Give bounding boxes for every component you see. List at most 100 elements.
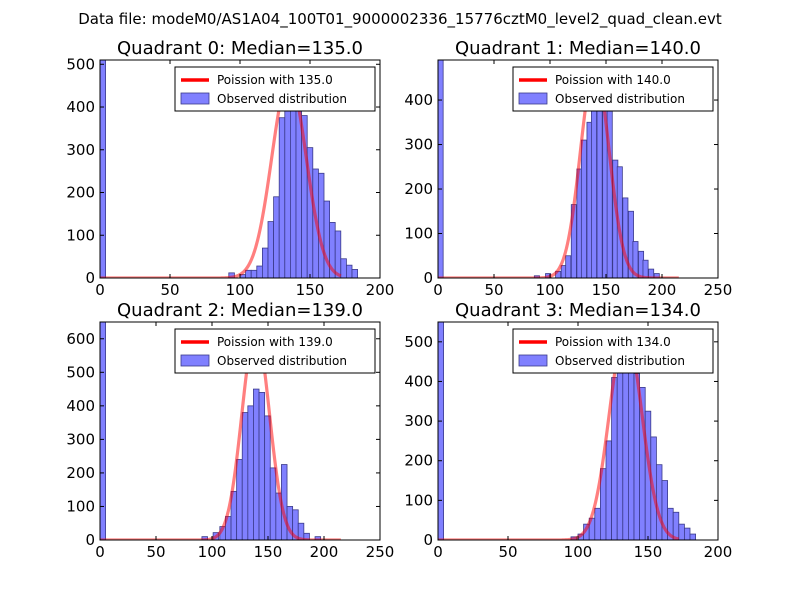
quadrant-0-legend: Poission with 135.0 Observed distribution: [174, 66, 376, 112]
quadrant-2-ytick-5: 500: [66, 363, 95, 381]
quadrant-1-axes-frame: [437, 59, 719, 279]
quadrant-2-ytick-0: 0: [85, 531, 95, 549]
quadrant-2-bar-7: [241, 412, 249, 540]
quadrant-1-bar-11: [596, 101, 603, 278]
quadrant-1-bar-21: [648, 268, 655, 278]
quadrant-3-legend-line-label: Poission with 134.0: [555, 335, 671, 349]
quadrant-0-xtick-4: 200: [366, 281, 395, 299]
quadrant-1-bar-8: [580, 139, 587, 278]
quadrant-2-legend: Poission with 139.0 Observed distribution: [174, 328, 376, 374]
quadrant-0-legend-line-label: Poission with 135.0: [217, 73, 333, 87]
quadrant-1-xtick-1: 50: [484, 281, 503, 299]
quadrant-3-xtick-3: 150: [634, 543, 663, 561]
quadrant-1-bar-18: [632, 241, 639, 278]
quadrant-2-xtick-3: 150: [254, 543, 283, 561]
quadrant-3-xtick-4: 200: [704, 543, 733, 561]
quadrant-0-bar-4: [250, 269, 258, 278]
quadrant-2-ytick-6: 600: [66, 330, 95, 348]
quadrant-2-axes-frame: [99, 321, 381, 541]
quadrant-1-title: Quadrant 1: Median=140.0: [455, 38, 701, 59]
quadrant-0-ytick-2: 200: [66, 184, 95, 202]
quadrant-0-bar-12: [295, 106, 302, 278]
quadrant-1-ytick-0: 0: [423, 269, 433, 287]
quadrant-2-xtick-4: 200: [310, 543, 339, 561]
quadrant-2-ytick-3: 300: [66, 430, 95, 448]
quadrant-3-legend-bar-label: Observed distribution: [555, 354, 685, 368]
quadrant-2-bar-11: [264, 415, 271, 540]
quadrant-2-bar-12: [269, 467, 277, 540]
quadrant-3-bar-7: [605, 440, 612, 540]
quadrant-0-bar-3: [245, 269, 252, 278]
quadrant-2-bar-8: [247, 405, 254, 540]
quadrant-1-xtick-3: 150: [592, 281, 621, 299]
quadrant-1-xtick-0: 0: [433, 281, 443, 299]
quadrant-2-panel: Quadrant 2: Median=139.0 0 50 100 150 200 250 0…: [66, 300, 394, 561]
quadrant-0-bar-11: [289, 93, 297, 278]
quadrant-2-bar-10: [258, 392, 266, 540]
quadrant-3-ytick-4: 400: [404, 372, 433, 390]
quadrant-1-bar-20: [642, 259, 649, 278]
quadrant-2-xtick-1: 50: [146, 543, 165, 561]
quadrant-2-xtick-5: 250: [366, 543, 395, 561]
quadrant-3-bar-20: [678, 523, 685, 540]
quadrant-0-xtick-1: 50: [160, 281, 179, 299]
quadrant-1-bar-5: [565, 255, 572, 278]
quadrant-3-bar-22: [689, 533, 696, 540]
quadrant-2-bar-6: [236, 459, 243, 540]
quadrant-0-legend-bar-swatch: [180, 92, 210, 105]
quadrant-2-ytick-1: 100: [66, 497, 95, 515]
quadrant-0-bar-7: [267, 221, 274, 278]
quadrant-1-bar-16: [622, 197, 629, 278]
quadrant-0-ytick-5: 500: [66, 55, 95, 73]
quadrant-0-bar-8: [273, 196, 280, 278]
quadrant-1-xtick-2: 100: [536, 281, 565, 299]
quadrant-panels: Quadrant 0: Median=135.0 0 50 100 150 200 0 100…: [66, 38, 732, 561]
quadrant-1-xtick-5: 250: [704, 281, 733, 299]
quadrant-1-ytick-4: 400: [404, 91, 433, 109]
quadrant-0-title: Quadrant 0: Median=135.0: [117, 38, 363, 59]
quadrant-0-bar-21: [345, 264, 353, 278]
quadrant-0-bar-0: [100, 60, 106, 278]
quadrant-3-legend: Poission with 134.0 Observed distribution: [512, 328, 714, 374]
quadrant-1-legend-line-label: Poission with 140.0: [555, 73, 671, 87]
quadrant-3-bar-0: [438, 322, 444, 540]
quadrant-3-bar-5: [594, 507, 601, 540]
quadrant-1-ytick-3: 300: [404, 136, 433, 154]
quadrant-3-bar-8: [611, 377, 618, 540]
quadrant-0-bar-19: [334, 230, 342, 278]
quadrant-0-bar-10: [284, 102, 291, 278]
quadrant-1-panel: Quadrant 1: Median=140.0 0 50 100 150 200 250 0…: [404, 38, 732, 299]
quadrant-0-panel: Quadrant 0: Median=135.0 0 50 100 150 200 0 100…: [66, 38, 394, 299]
quadrant-3-xtick-2: 100: [564, 543, 593, 561]
quadrant-0-xtick-3: 150: [296, 281, 325, 299]
quadrant-0-bar-22: [351, 269, 358, 278]
quadrant-2-title: Quadrant 2: Median=139.0: [117, 300, 363, 321]
quadrant-3-xtick-0: 0: [433, 543, 443, 561]
quadrant-1-bar-22: [653, 273, 660, 278]
quadrant-2-ytick-4: 400: [66, 397, 95, 415]
quadrant-0-bar-5: [256, 265, 263, 278]
quadrant-1-legend-bar-swatch: [518, 92, 548, 105]
quadrant-3-ytick-0: 0: [423, 531, 433, 549]
quadrant-1-ytick-1: 100: [404, 225, 433, 243]
quadrant-0-ytick-0: 0: [85, 269, 95, 287]
quadrant-2-xtick-2: 100: [198, 543, 227, 561]
quadrant-2-bar-19: [314, 536, 322, 540]
quadrant-0-bar-20: [340, 258, 347, 278]
quadrant-0-legend-bar-label: Observed distribution: [217, 92, 347, 106]
figure-suptitle: Data file: modeM0/AS1A04_100T01_90000023…: [78, 10, 722, 29]
quadrant-1-bar-10: [591, 106, 597, 278]
quadrant-1-fit-line: [438, 66, 680, 278]
quadrant-3-ytick-3: 300: [404, 412, 433, 430]
quadrant-2-bar-17: [297, 522, 305, 540]
quadrant-0-ytick-4: 400: [66, 98, 95, 116]
quadrant-3-ytick-5: 500: [404, 333, 433, 351]
quadrant-0-bar-16: [317, 172, 325, 278]
quadrant-3-legend-bar-swatch: [518, 354, 548, 367]
quadrant-2-fit-line: [100, 329, 342, 540]
quadrant-1-xtick-4: 200: [648, 281, 677, 299]
quadrant-2-legend-line-label: Poission with 139.0: [217, 335, 333, 349]
quadrant-3-ytick-2: 200: [404, 452, 433, 470]
quadrant-0-ytick-3: 300: [66, 141, 95, 159]
